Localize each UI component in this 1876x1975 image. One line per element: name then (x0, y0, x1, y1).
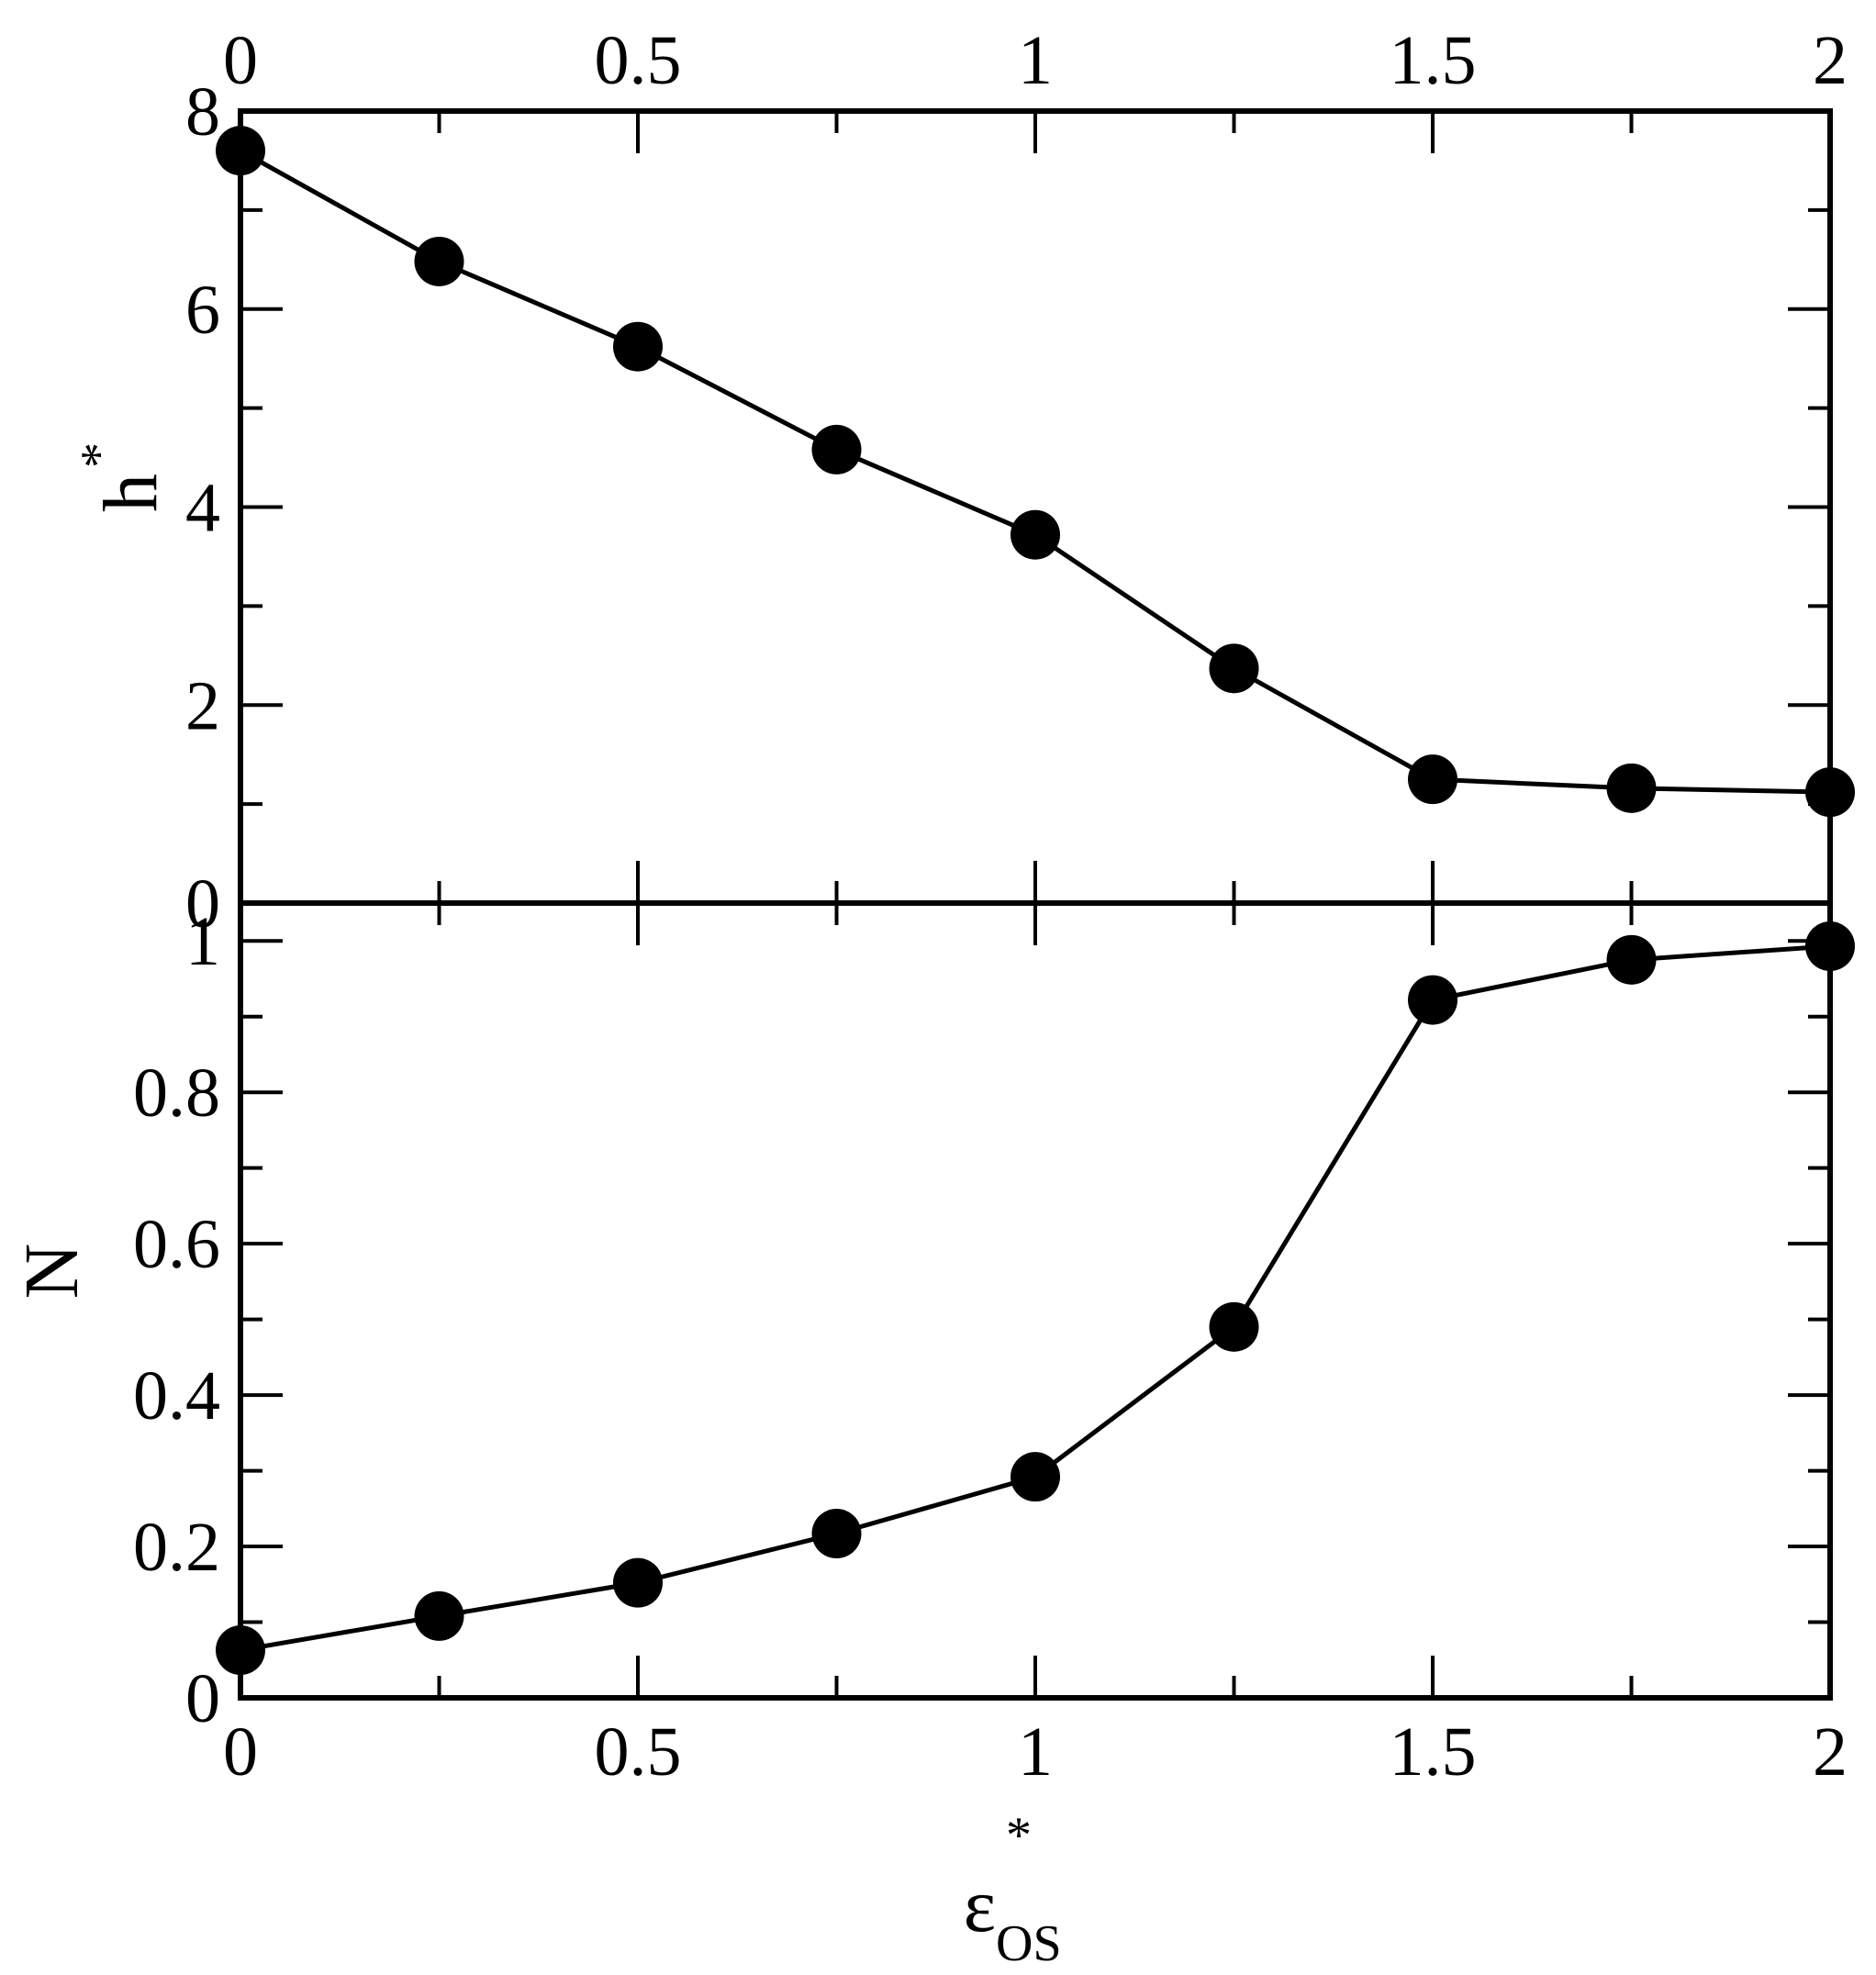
y-tick-label: 8 (185, 73, 220, 151)
data-point (1606, 934, 1657, 985)
top-y-tick-labels: 0 2 4 6 8 (185, 73, 220, 943)
data-point (1209, 1301, 1259, 1352)
bottom-panel: 00.20.40.60.810 0.5 1 1.5 2Nε*OS (9, 861, 1855, 1972)
top-y-axis-title: h* (71, 442, 173, 512)
y-tick-label: 0.4 (133, 1357, 220, 1434)
y-tick-label: 0.8 (133, 1054, 220, 1132)
data-point (1606, 763, 1657, 813)
x-tick-label: 0 (223, 22, 258, 99)
data-point (1408, 754, 1457, 805)
y-tick-label: 0.2 (133, 1509, 220, 1586)
x-tick-label: 2 (1813, 1713, 1848, 1791)
top-y-axis-title-main: h (88, 474, 173, 512)
bottom-x-tick-labels: 0 0.5 1 1.5 2 (223, 1713, 1848, 1791)
top-markers (216, 126, 1855, 818)
data-point (811, 424, 862, 474)
data-point (1408, 975, 1457, 1025)
top-y-axis-title-superscript: * (71, 442, 128, 468)
bottom-x-axis-title: ε* OS (964, 1807, 1062, 1972)
x-tick-label: 0 (223, 1713, 258, 1791)
bottom-y-axis-title: N (9, 1244, 95, 1300)
bottom-markers (216, 921, 1855, 1676)
data-point (613, 1557, 663, 1608)
y-tick-label: 6 (185, 272, 220, 349)
data-point (613, 321, 663, 372)
data-point (1209, 643, 1259, 694)
data-point (1805, 921, 1855, 972)
y-tick-label: 0 (185, 865, 220, 943)
bottom-y-ticks (240, 939, 1830, 1700)
data-point (216, 1625, 265, 1676)
y-tick-label: 1 (185, 903, 220, 980)
bottom-x-ticks (239, 861, 1832, 1698)
data-point (414, 1590, 464, 1641)
y-tick-label: 0 (185, 1660, 220, 1737)
bottom-plot-frame (238, 900, 1833, 1701)
data-point (811, 1509, 862, 1559)
y-tick-label: 4 (185, 470, 220, 547)
x-tick-label: 2 (1813, 22, 1848, 99)
x-tick-label: 1 (1018, 1713, 1053, 1791)
data-point (1805, 767, 1855, 818)
y-tick-label: 2 (185, 667, 220, 744)
data-point (216, 126, 265, 176)
x-axis-title-subscript: OS (996, 1915, 1062, 1972)
data-point (414, 236, 464, 286)
x-tick-label: 0.5 (595, 1713, 682, 1791)
x-tick-label: 1.5 (1390, 1713, 1477, 1791)
x-tick-label: 0.5 (595, 22, 682, 99)
x-axis-title-superscript: * (1006, 1807, 1032, 1864)
data-point (1011, 1452, 1060, 1502)
bottom-y-tick-labels: 0 0.2 0.4 0.6 0.8 1 (133, 903, 220, 1737)
x-axis-title-main: ε (964, 1863, 996, 1948)
bottom-series-line (240, 943, 1831, 1653)
x-tick-label: 1.5 (1390, 22, 1477, 99)
x-tick-label: 1 (1018, 22, 1053, 99)
y-tick-label: 0.6 (133, 1206, 220, 1283)
top-series-line (239, 148, 1831, 795)
data-point (1011, 509, 1060, 560)
top-x-tick-labels: 0 0.5 1 1.5 2 (223, 22, 1848, 99)
